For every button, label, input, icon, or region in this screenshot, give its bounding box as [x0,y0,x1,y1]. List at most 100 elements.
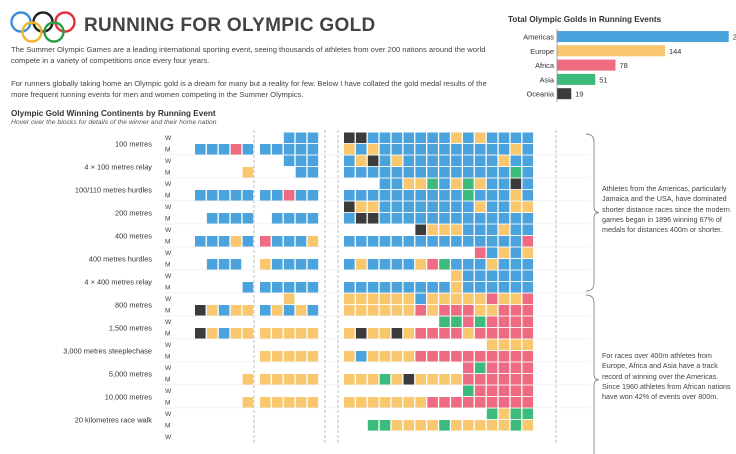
medal-block-africa[interactable] [522,374,534,385]
medal-block-europe[interactable] [355,374,367,385]
medal-block-europe[interactable] [486,305,498,316]
medal-block-americas[interactable] [242,282,254,293]
medal-block-africa[interactable] [260,236,271,247]
medal-block-americas[interactable] [427,167,438,178]
medal-block-americas[interactable] [260,190,271,201]
medal-block-americas[interactable] [391,167,403,178]
medal-block-americas[interactable] [242,213,254,224]
medal-block-oceania[interactable] [367,155,379,167]
medal-block-europe[interactable] [367,201,379,213]
medal-block-americas[interactable] [486,270,498,282]
medal-block-africa[interactable] [522,351,534,362]
medal-block-americas[interactable] [307,282,319,293]
medal-block-americas[interactable] [283,213,295,224]
medal-block-americas[interactable] [451,155,462,167]
medal-block-europe[interactable] [391,293,403,305]
medal-block-europe[interactable] [498,408,510,420]
medal-block-europe[interactable] [355,397,367,408]
medal-block-americas[interactable] [355,167,367,178]
medal-block-americas[interactable] [522,190,534,201]
medal-block-africa[interactable] [510,385,522,397]
medal-block-asia[interactable] [439,259,450,270]
medal-block-europe[interactable] [242,374,254,385]
medal-block-americas[interactable] [427,155,438,167]
medal-block-europe[interactable] [498,339,510,351]
medal-block-europe[interactable] [522,201,534,213]
medal-block-americas[interactable] [283,155,295,167]
medal-block-americas[interactable] [379,178,391,190]
medal-block-europe[interactable] [242,397,254,408]
medal-block-europe[interactable] [344,305,355,316]
medal-block-europe[interactable] [283,328,295,339]
medal-block-europe[interactable] [427,305,438,316]
medal-block-americas[interactable] [474,213,486,224]
medal-block-africa[interactable] [427,397,438,408]
medal-block-americas[interactable] [415,201,426,213]
medal-block-americas[interactable] [474,155,486,167]
medal-block-americas[interactable] [498,201,510,213]
medal-block-americas[interactable] [242,144,254,155]
medal-block-americas[interactable] [451,259,462,270]
medal-block-americas[interactable] [283,282,295,293]
medal-block-europe[interactable] [522,247,534,259]
medal-block-americas[interactable] [463,201,474,213]
medal-block-europe[interactable] [379,305,391,316]
medal-block-americas[interactable] [439,282,450,293]
medal-block-americas[interactable] [218,328,230,339]
medal-block-americas[interactable] [463,224,474,236]
medal-block-americas[interactable] [355,282,367,293]
medal-block-americas[interactable] [498,282,510,293]
medal-block-europe[interactable] [498,155,510,167]
medal-block-europe[interactable] [307,397,319,408]
medal-block-americas[interactable] [271,144,283,155]
medal-block-americas[interactable] [379,132,391,144]
medal-block-europe[interactable] [260,374,271,385]
medal-block-europe[interactable] [510,144,522,155]
medal-block-africa[interactable] [498,328,510,339]
medal-block-americas[interactable] [260,144,271,155]
medal-block-europe[interactable] [391,420,403,431]
medal-block-africa[interactable] [510,362,522,374]
medal-block-americas[interactable] [522,178,534,190]
medal-block-europe[interactable] [379,328,391,339]
medal-block-europe[interactable] [367,305,379,316]
medal-block-americas[interactable] [295,213,307,224]
medal-block-americas[interactable] [344,259,355,270]
medal-block-europe[interactable] [344,374,355,385]
medal-block-asia[interactable] [463,190,474,201]
medal-block-americas[interactable] [379,282,391,293]
medal-block-africa[interactable] [522,305,534,316]
medal-block-americas[interactable] [218,259,230,270]
medal-block-africa[interactable] [486,362,498,374]
medal-block-africa[interactable] [439,351,450,362]
medal-block-africa[interactable] [463,374,474,385]
medal-block-americas[interactable] [474,144,486,155]
medal-block-americas[interactable] [463,270,474,282]
medal-block-asia[interactable] [439,316,450,328]
medal-block-europe[interactable] [367,351,379,362]
medal-block-americas[interactable] [206,236,218,247]
medal-block-oceania[interactable] [355,132,367,144]
medal-block-africa[interactable] [498,316,510,328]
medal-block-americas[interactable] [403,201,415,213]
medal-block-americas[interactable] [391,259,403,270]
medal-block-americas[interactable] [195,236,206,247]
medal-block-americas[interactable] [403,132,415,144]
medal-block-africa[interactable] [415,328,426,339]
medal-block-africa[interactable] [486,293,498,305]
medal-block-americas[interactable] [260,282,271,293]
medal-block-americas[interactable] [486,213,498,224]
medal-block-europe[interactable] [451,293,462,305]
medal-block-americas[interactable] [486,144,498,155]
medal-block-europe[interactable] [463,293,474,305]
medal-block-americas[interactable] [307,213,319,224]
medal-block-europe[interactable] [283,351,295,362]
medal-block-europe[interactable] [307,236,319,247]
medal-block-europe[interactable] [498,293,510,305]
medal-block-europe[interactable] [230,328,242,339]
medal-block-americas[interactable] [283,259,295,270]
medal-block-americas[interactable] [355,144,367,155]
medal-block-europe[interactable] [307,374,319,385]
medal-block-europe[interactable] [498,420,510,431]
medal-block-americas[interactable] [260,305,271,316]
